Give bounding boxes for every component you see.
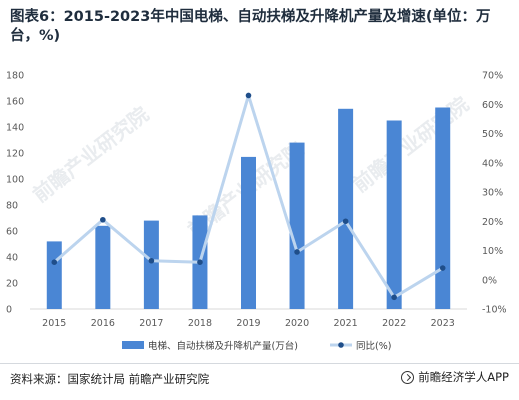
source-note: 资料来源：国家统计局 前瞻产业研究院: [10, 372, 210, 386]
brand-logo-icon: [401, 370, 415, 384]
right-axis: -10% 0% 10% 20% 30% 40% 50% 60% 70%: [482, 71, 507, 316]
x-tick-label: 2016: [91, 318, 115, 329]
x-tick-label: 2019: [236, 318, 260, 329]
yoy-point: [51, 259, 58, 266]
right-tick-label: 40%: [482, 158, 503, 169]
left-tick-label: 40: [6, 253, 18, 264]
bar: [46, 241, 62, 309]
right-tick-label: 0%: [482, 275, 497, 286]
x-tick-label: 2021: [334, 318, 358, 329]
right-tick-label: 10%: [482, 246, 503, 257]
left-axis: 0 20 40 60 80 100 120 140 160 180: [6, 71, 24, 316]
bar: [241, 156, 256, 309]
left-tick-label: 180: [6, 71, 24, 82]
x-tick-label: 2020: [285, 318, 309, 329]
left-tick-label: 60: [6, 227, 18, 238]
yoy-point: [245, 92, 252, 99]
watermark-text: 前瞻产业研究院: [28, 102, 153, 207]
legend-line-marker: [338, 342, 344, 348]
bar: [338, 108, 354, 309]
right-tick-label: 30%: [482, 188, 503, 199]
yoy-point: [439, 265, 446, 271]
x-tick-label: 2018: [188, 318, 212, 329]
right-tick-label: 70%: [482, 71, 503, 82]
chart-title: 图表6：2015-2023年中国电梯、自动扶梯及升降机产量及增速(单位：万台，%…: [10, 9, 491, 44]
brand-mark: 前瞻经济学人APP: [401, 369, 509, 385]
x-tick-label: 2017: [139, 318, 163, 329]
left-tick-label: 20: [6, 279, 18, 290]
x-tick-label: 2022: [382, 318, 406, 329]
bar: [435, 107, 451, 309]
bar: [95, 225, 111, 309]
legend-line-label: 同比(%): [356, 340, 391, 352]
footer-divider: [0, 363, 519, 364]
yoy-point: [197, 259, 203, 266]
left-tick-label: 140: [6, 123, 24, 134]
yoy-point: [294, 249, 300, 255]
bar: [386, 120, 402, 309]
legend-bar-swatch: [122, 341, 144, 349]
bar: [143, 220, 159, 309]
brand-name: 前瞻经济学人APP: [418, 370, 509, 384]
x-tick-label: 2015: [42, 318, 66, 329]
left-tick-label: 80: [6, 201, 18, 212]
watermark-text: 前瞻产业研究院: [348, 92, 473, 197]
bar-series: [46, 107, 451, 309]
chart-canvas: 前瞻产业研究院前瞻产业研究院前瞻产业研究院 020406080100120140…: [6, 71, 507, 353]
yoy-line-series: [51, 92, 446, 301]
right-tick-label: 20%: [482, 217, 503, 228]
left-tick-label: 160: [6, 97, 24, 108]
x-axis: 2015 2016 2017 2018 2019 2020 2021 2022 2023: [42, 318, 455, 329]
legend: 电梯、自动扶梯及升降机产量(万台) 同比(%): [122, 340, 391, 352]
left-tick-label: 0: [6, 305, 12, 316]
yoy-point: [148, 257, 155, 264]
right-tick-label: 50%: [482, 129, 503, 140]
left-tick-label: 120: [6, 149, 24, 160]
legend-bar-label: 电梯、自动扶梯及升降机产量(万台): [148, 340, 298, 352]
yoy-point: [342, 218, 349, 225]
yoy-point: [100, 216, 106, 223]
right-tick-label: -10%: [482, 305, 507, 316]
bar: [289, 142, 305, 309]
left-tick-label: 100: [6, 175, 24, 186]
right-tick-label: 60%: [482, 100, 503, 111]
x-tick-label: 2023: [431, 318, 455, 329]
yoy-point: [391, 294, 397, 301]
